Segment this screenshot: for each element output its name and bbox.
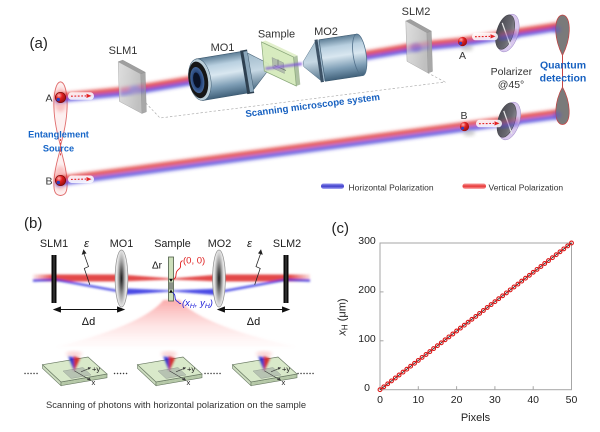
svg-text:Entanglement: Entanglement: [28, 130, 89, 140]
svg-text:(xH, yH): (xH, yH): [182, 298, 213, 310]
svg-text:Polarizer: Polarizer: [491, 66, 533, 78]
svg-text:(c): (c): [332, 220, 350, 237]
svg-text:40: 40: [527, 394, 539, 406]
svg-text:Sample: Sample: [154, 238, 191, 250]
svg-text:MO1: MO1: [211, 42, 235, 54]
svg-text:Δd: Δd: [82, 316, 95, 328]
svg-text:(0, 0): (0, 0): [183, 256, 205, 267]
svg-text:Pixels: Pixels: [461, 412, 491, 424]
svg-text:30: 30: [489, 394, 501, 406]
svg-text:Sample: Sample: [258, 29, 295, 41]
svg-text:300: 300: [358, 235, 376, 247]
svg-text:MO2: MO2: [208, 238, 231, 250]
svg-text:MO2: MO2: [314, 26, 338, 38]
svg-text:0: 0: [364, 382, 370, 394]
svg-text:Source: Source: [43, 144, 74, 154]
svg-text:(a): (a): [30, 35, 48, 52]
svg-text:(b): (b): [24, 215, 42, 232]
svg-text:100: 100: [358, 333, 376, 345]
svg-text:detection: detection: [540, 73, 587, 85]
svg-text:A: A: [45, 93, 52, 105]
svg-text:ε: ε: [84, 238, 90, 250]
svg-text:SLM2: SLM2: [273, 238, 301, 250]
svg-text:ε: ε: [247, 238, 253, 250]
svg-text:B: B: [45, 176, 52, 188]
svg-text:@45°: @45°: [498, 79, 525, 91]
svg-text:0: 0: [377, 394, 383, 406]
svg-text:50: 50: [566, 394, 578, 406]
svg-text:Vertical Polarization: Vertical Polarization: [489, 183, 564, 193]
svg-text:Δr: Δr: [152, 261, 163, 272]
svg-text:xH (μm): xH (μm): [337, 298, 350, 336]
svg-text:Scanning microscope system: Scanning microscope system: [245, 92, 381, 120]
svg-text:Δd: Δd: [247, 316, 260, 328]
svg-text:Scanning of photons with horiz: Scanning of photons with horizontal pola…: [46, 399, 306, 410]
svg-text:SLM2: SLM2: [402, 6, 431, 18]
svg-text:20: 20: [451, 394, 463, 406]
svg-text:10: 10: [412, 394, 424, 406]
svg-text:200: 200: [358, 284, 376, 296]
svg-text:SLM1: SLM1: [40, 238, 68, 250]
svg-text:SLM1: SLM1: [109, 45, 138, 57]
svg-text:x: x: [92, 378, 96, 387]
svg-text:B: B: [460, 110, 467, 122]
svg-text:MO1: MO1: [110, 238, 133, 250]
svg-text:+y: +y: [92, 365, 100, 374]
svg-text:A: A: [459, 50, 466, 62]
svg-text:Horizontal Polarization: Horizontal Polarization: [349, 183, 434, 193]
svg-text:Quantum: Quantum: [540, 60, 586, 72]
